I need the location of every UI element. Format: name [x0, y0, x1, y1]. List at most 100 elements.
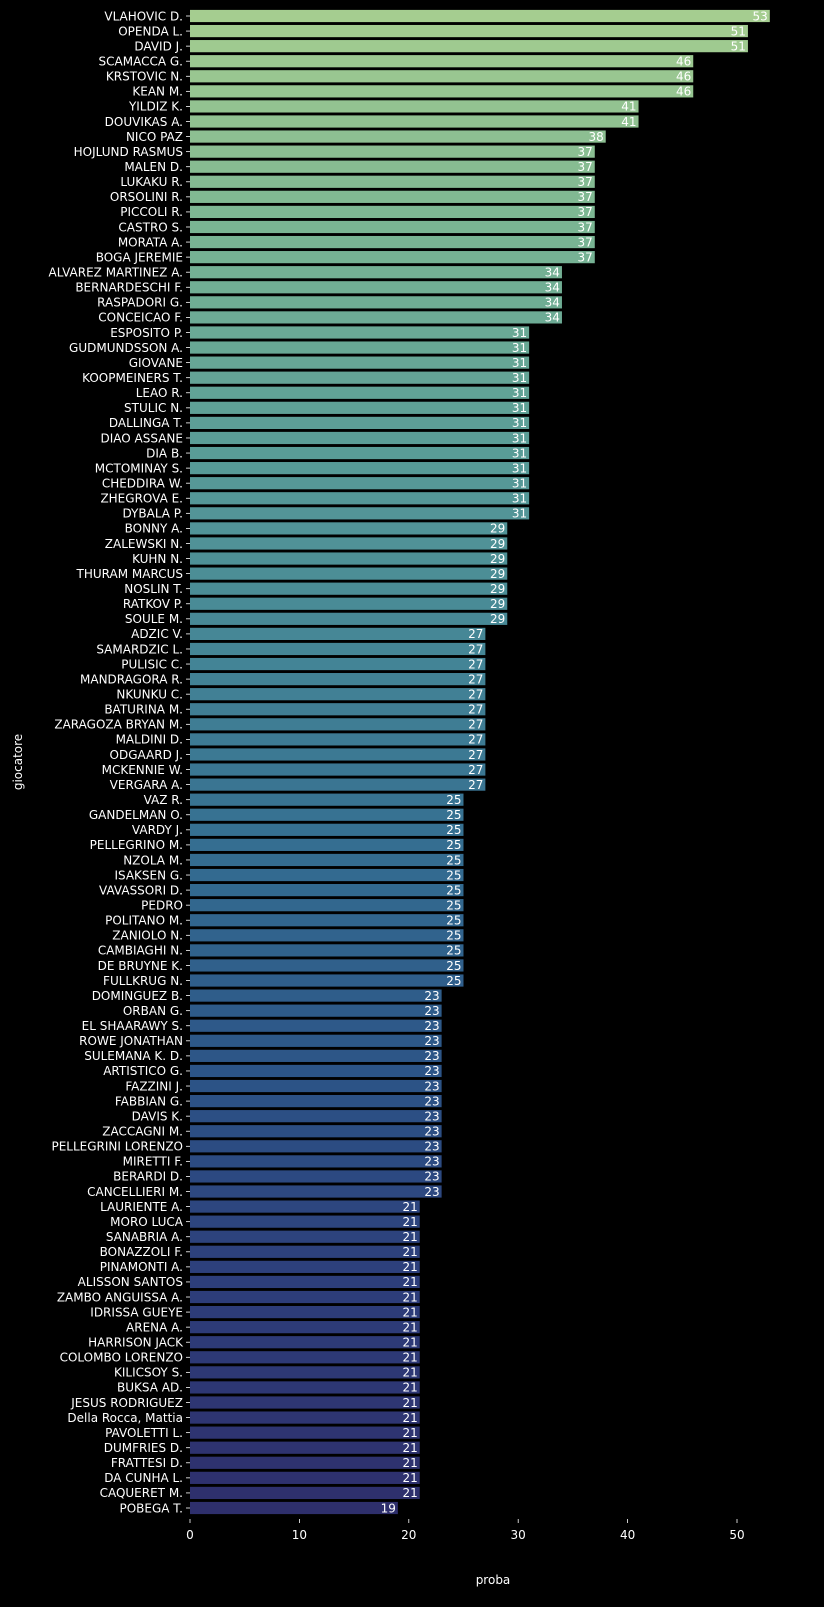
bar-value-label: 21 [402, 1426, 417, 1440]
y-tick-label: PEDRO [141, 898, 183, 912]
bar-value-label: 29 [490, 612, 505, 626]
y-tick-label: COLOMBO LORENZO [60, 1351, 183, 1365]
bar-value-label: 23 [424, 989, 439, 1003]
y-tick-label: BERNARDESCHI F. [75, 281, 183, 295]
bar-value-label: 31 [512, 476, 527, 490]
bar-value-label: 21 [402, 1275, 417, 1289]
bar [190, 446, 530, 460]
bar-value-label: 23 [424, 1185, 439, 1199]
bar [190, 371, 530, 384]
y-tick-label: DOMINGUEZ B. [92, 989, 183, 1003]
bar [190, 1441, 420, 1454]
y-tick-label: DIA B. [146, 446, 183, 460]
bar [190, 537, 508, 550]
y-tick-label: CHEDDIRA W. [102, 476, 183, 490]
bar [190, 522, 508, 535]
bar [190, 733, 486, 746]
bar-value-label: 21 [402, 1486, 417, 1500]
bar-value-label: 23 [424, 1019, 439, 1033]
y-tick-label: ALISSON SANTOS [78, 1275, 183, 1289]
bar-value-label: 21 [402, 1245, 417, 1259]
bar-value-label: 37 [577, 190, 592, 204]
bar-value-label: 21 [402, 1260, 417, 1274]
y-tick-label: MANDRAGORA R. [80, 672, 183, 686]
y-tick-label: HARRISON JACK [88, 1336, 184, 1350]
y-tick-label: DAVID J. [134, 39, 183, 53]
bar [190, 657, 486, 671]
bar [190, 175, 595, 188]
bar-value-label: 21 [402, 1215, 417, 1229]
y-tick-label: ARENA A. [126, 1320, 183, 1334]
y-tick-label: PULISIC C. [121, 657, 183, 671]
y-tick-label: GANDELMAN O. [89, 808, 183, 822]
bar-value-label: 27 [468, 748, 483, 762]
y-tick-label: PAVOLETTI L. [105, 1426, 183, 1440]
bar-value-label: 31 [512, 326, 527, 340]
y-tick-label: BONAZZOLI F. [100, 1245, 183, 1259]
bar [190, 673, 486, 686]
y-axis-label: giocatore [11, 734, 25, 790]
y-tick-label: POLITANO M. [105, 914, 183, 928]
y-tick-label: DIAO ASSANE [101, 431, 183, 445]
bar-value-label: 21 [402, 1320, 417, 1334]
bar [190, 160, 595, 173]
bar [190, 597, 508, 610]
bar [190, 1079, 442, 1093]
x-tick-label: 50 [729, 1528, 744, 1542]
bar-value-label: 21 [402, 1396, 417, 1410]
x-tick-label: 0 [186, 1528, 194, 1542]
bar [190, 281, 562, 294]
bar [190, 1125, 442, 1138]
bar [190, 1004, 442, 1017]
bar-value-label: 37 [577, 145, 592, 159]
bar [190, 1411, 420, 1424]
bar-value-label: 23 [424, 1170, 439, 1184]
bar [190, 688, 486, 701]
bar [190, 1049, 442, 1062]
y-tick-label: Della Rocca, Mattia [67, 1411, 183, 1425]
bar [190, 763, 486, 776]
bar-value-label: 41 [621, 100, 636, 114]
bar-value-label: 29 [490, 552, 505, 566]
bar-value-label: 27 [468, 763, 483, 777]
bar-value-label: 31 [512, 492, 527, 506]
bar-value-label: 27 [468, 672, 483, 686]
y-tick-label: FAZZINI J. [125, 1079, 183, 1093]
y-tick-label: POBEGA T. [119, 1501, 183, 1515]
bar-value-label: 23 [424, 1079, 439, 1093]
bar [190, 823, 464, 836]
bar-value-label: 27 [468, 687, 483, 701]
bar-value-label: 46 [676, 70, 691, 84]
bar-value-label: 23 [424, 1064, 439, 1078]
bar-value-label: 25 [446, 793, 461, 807]
bar-value-label: 31 [512, 401, 527, 415]
bar [190, 477, 530, 490]
bar [190, 838, 464, 851]
bar-value-label: 46 [676, 85, 691, 99]
bar [190, 914, 464, 927]
bar-value-label: 29 [490, 567, 505, 581]
bar [190, 567, 508, 580]
y-tick-label: SCAMACCA G. [99, 55, 183, 69]
bar-value-label: 27 [468, 657, 483, 671]
bar-value-label: 25 [446, 853, 461, 867]
bar-value-label: 31 [512, 416, 527, 430]
bar [190, 612, 508, 625]
y-tick-label: ZAMBO ANGUISSA A. [57, 1290, 183, 1304]
bar [190, 235, 595, 249]
y-tick-label: LUKAKU R. [120, 175, 183, 189]
y-tick-label: FRATTESI D. [111, 1456, 183, 1470]
bar [190, 1019, 442, 1032]
bar-value-label: 31 [512, 356, 527, 370]
y-tick-label: HOJLUND RASMUS [74, 145, 183, 159]
y-tick-label: PICCOLI R. [120, 205, 183, 219]
y-tick-label: ORBAN G. [123, 1004, 183, 1018]
bar [190, 1456, 420, 1469]
bar-value-label: 37 [577, 160, 592, 174]
bar [190, 1336, 420, 1349]
bar-value-label: 27 [468, 642, 483, 656]
bar [190, 703, 486, 716]
bar-value-label: 25 [446, 898, 461, 912]
bar-value-label: 37 [577, 175, 592, 189]
y-tick-label: LAURIENTE A. [100, 1200, 183, 1214]
